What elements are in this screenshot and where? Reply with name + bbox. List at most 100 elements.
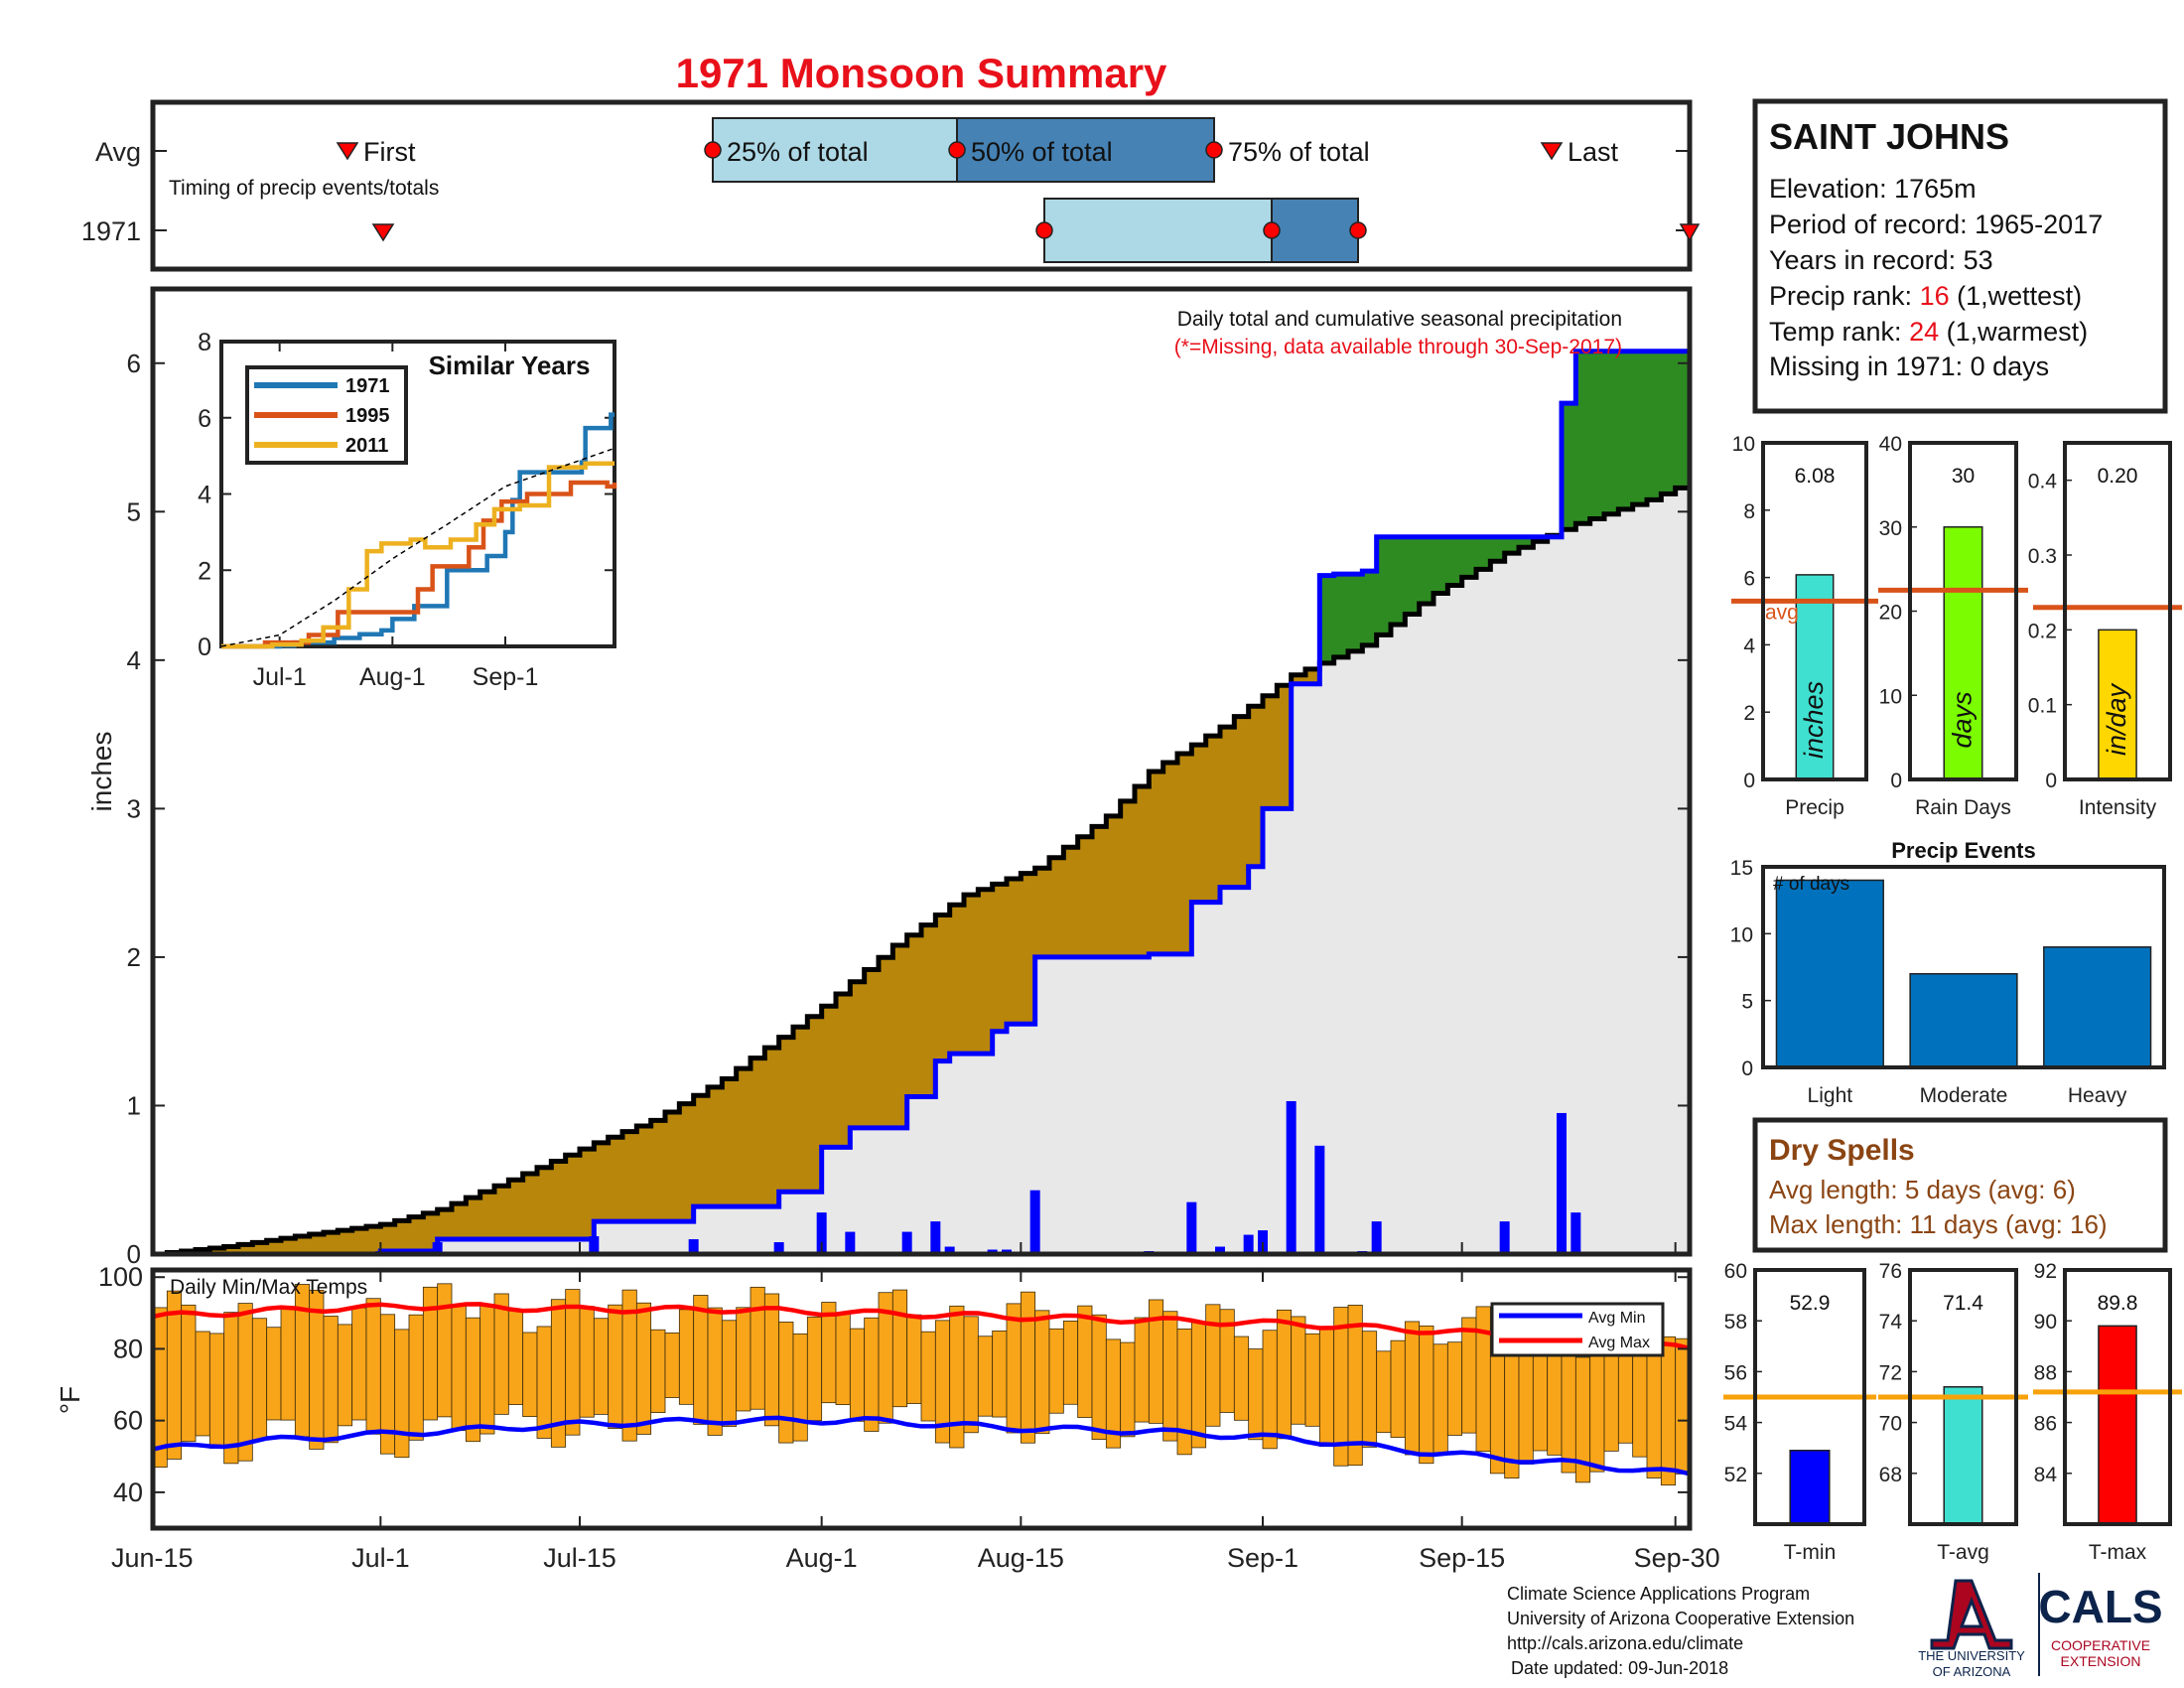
inset-x-tick-label: Sep-1 — [473, 663, 539, 691]
events-frame — [1761, 865, 2166, 1069]
y-tick-label: 5 — [127, 496, 141, 526]
daily-temp-bar — [181, 1304, 197, 1443]
summary-panel-t-max: 84 86 88 90 92 89.8 T-max — [2033, 1260, 2182, 1564]
station-precip-rank: Precip rank: 16 (1,wettest) — [1769, 281, 2082, 311]
daily-temp-bar — [963, 1316, 979, 1434]
temp-rank-note: (1,warmest) — [1939, 317, 2088, 347]
daily-temp-bar — [479, 1304, 495, 1435]
precip-rank-label: Precip rank: — [1769, 281, 1920, 311]
daily-temp-bar — [1404, 1321, 1421, 1456]
station-elevation: Elevation: 1765m — [1769, 174, 1977, 204]
event-y-tick-label: 5 — [1741, 991, 1753, 1014]
summary-category-label: Precip — [1785, 796, 1844, 819]
inset-legend: 1971 1995 2011 — [245, 365, 408, 465]
daily-temp-bar — [891, 1289, 908, 1408]
dry-spells-avg: Avg length: 5 days (avg: 6) — [1769, 1175, 2076, 1204]
avg-p50-label: 50% of total — [971, 137, 1113, 167]
avg-p25-marker — [704, 141, 722, 159]
footer-url: http://cals.arizona.edu/climate — [1507, 1633, 1743, 1653]
station-missing: Missing in 1971: 0 days — [1769, 352, 2049, 381]
daily-temp-bar — [1048, 1328, 1064, 1414]
daily-temp-bar — [451, 1305, 467, 1432]
timing-row-avg-label: Avg — [95, 137, 141, 167]
daily-precip-bar — [1371, 1221, 1382, 1254]
daily-precip-bar — [930, 1221, 941, 1254]
year-p25-marker — [1035, 221, 1053, 239]
daily-precip-bar — [1314, 1145, 1325, 1254]
daily-temp-bar — [1475, 1306, 1491, 1453]
summary-y-tick-label: 90 — [2034, 1311, 2057, 1334]
daily-temp-bar — [792, 1333, 808, 1442]
y-tick-label: 4 — [127, 645, 141, 675]
summary-panel-precip: 0 2 4 6 8 10 6.08 Precip inches avg — [1731, 433, 1878, 819]
temperature-chart: 40 60 80 100 Jun-15 Jul-1 Jul-15 Aug-1 Aug-15 Sep… — [55, 1262, 1720, 1573]
daily-temp-bar — [237, 1303, 253, 1462]
inset-y-tick-label: 8 — [198, 329, 211, 356]
event-bar-moderate — [1909, 972, 2018, 1068]
summary-panel-frame — [1908, 1268, 2018, 1526]
summary-y-tick-label: 86 — [2034, 1413, 2057, 1436]
dry-spells-box: Dry Spells Avg length: 5 days (avg: 6) M… — [1752, 1117, 2168, 1253]
summary-y-tick-label: 40 — [1879, 433, 1902, 456]
daily-temp-bar — [1190, 1322, 1207, 1449]
event-category-label: Moderate — [1920, 1084, 2008, 1107]
summary-y-tick-label: 74 — [1879, 1311, 1903, 1334]
avg-band-50-75 — [956, 117, 1215, 183]
daily-temp-bar — [266, 1327, 282, 1421]
daily-temp-bar — [1518, 1345, 1534, 1465]
temp-y-tick-label: 40 — [113, 1477, 143, 1507]
daily-temp-bar — [1062, 1321, 1079, 1405]
year-p75-marker — [1349, 221, 1367, 239]
summary-panel-frame — [1761, 441, 1868, 781]
avg-first-label: First — [363, 137, 416, 167]
summary-category-label: T-max — [2089, 1541, 2147, 1564]
inset-legend-label-1971: 1971 — [345, 375, 390, 397]
daily-temp-bar — [835, 1313, 851, 1406]
daily-temp-bar — [608, 1304, 623, 1430]
summary-y-tick-label: 84 — [2034, 1464, 2058, 1486]
summary-y-tick-label: 10 — [1732, 433, 1755, 456]
temp-legend-max-label: Avg Max — [1588, 1335, 1650, 1351]
temp-y-tick-label: 60 — [113, 1406, 143, 1436]
summary-value-label: 71.4 — [1943, 1292, 1983, 1315]
daily-precip-bar — [589, 1236, 600, 1254]
inset-y-tick-label: 2 — [198, 557, 211, 585]
footer-date: Date updated: 09-Jun-2018 — [1511, 1658, 1728, 1678]
x-tick-label: Jun-15 — [111, 1543, 194, 1573]
daily-precip-bar — [1286, 1100, 1297, 1254]
daily-temp-bar — [920, 1331, 936, 1422]
footer: Climate Science Applications Program Uni… — [1507, 1573, 2163, 1679]
station-period: Period of record: 1965-2017 — [1769, 210, 2103, 239]
summary-y-tick-label: 30 — [1879, 517, 1902, 540]
daily-temp-bar — [635, 1302, 652, 1435]
daily-temp-bar — [1446, 1341, 1463, 1436]
temp-rank-value: 24 — [1909, 317, 1939, 347]
daily-temp-bar — [565, 1289, 581, 1436]
daily-temp-bar — [1318, 1328, 1335, 1448]
temp-rank-label: Temp rank: — [1769, 317, 1909, 347]
events-bars: Light Moderate Heavy 0 5 10 15 — [1730, 857, 2152, 1107]
ua-text-2: OF ARIZONA — [1933, 1664, 2011, 1679]
summary-panel-intensity: 0 0.1 0.2 0.3 0.4 0.20 Intensity in/day — [2028, 441, 2182, 819]
x-tick-label: Sep-15 — [1419, 1543, 1505, 1573]
daily-temp-bar — [1248, 1348, 1264, 1441]
y-tick-label: 0 — [127, 1239, 141, 1269]
daily-temp-bar — [1632, 1351, 1648, 1458]
daily-temp-bar — [536, 1326, 552, 1439]
daily-temp-bar — [1390, 1339, 1406, 1438]
summary-category-label: T-min — [1784, 1541, 1837, 1564]
x-tick-label: Jul-1 — [351, 1543, 410, 1573]
inset-y-tick-label: 6 — [198, 405, 211, 433]
avg-p50-marker — [948, 141, 966, 159]
daily-temp-bar — [736, 1307, 751, 1412]
summary-unit-label: inches — [1799, 681, 1829, 759]
avg-p75-label: 75% of total — [1228, 137, 1370, 167]
daily-temp-bar — [977, 1336, 994, 1417]
summary-y-tick-label: 0.4 — [2028, 471, 2058, 493]
temp-chart-ticks: 40 60 80 100 Jun-15 Jul-1 Jul-15 Aug-1 Aug-15 Sep… — [98, 1262, 1720, 1573]
temp-legend-frame — [1490, 1302, 1665, 1357]
inset-y-tick-label: 4 — [198, 482, 211, 509]
inset-average-line — [220, 447, 615, 647]
x-tick-label: Sep-30 — [1634, 1543, 1720, 1573]
